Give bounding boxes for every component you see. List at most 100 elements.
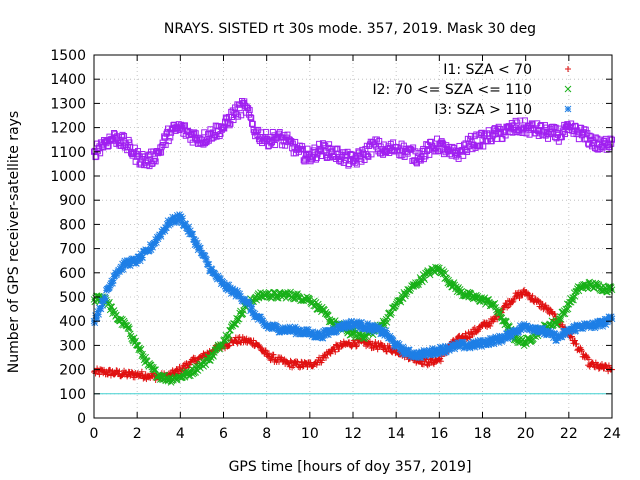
x-tick-label: 4 xyxy=(176,426,185,442)
sample-point xyxy=(607,313,615,321)
sample-point xyxy=(226,342,233,349)
legend: I1: SZA < 70 I2: 70 <= SZA <= 110 I3: SZA … xyxy=(372,62,572,118)
sample-point xyxy=(96,371,103,378)
sample-point xyxy=(250,337,257,344)
y-tick-label: 1200 xyxy=(50,121,86,137)
y-tick-label: 0 xyxy=(77,411,86,427)
sample-point xyxy=(262,348,269,355)
y-tick-label: 1300 xyxy=(50,96,86,112)
chart-title: NRAYS. SISTED rt 30s mode. 357, 2019. Ma… xyxy=(164,21,536,37)
legend-marker xyxy=(565,66,571,72)
sample-point xyxy=(102,295,109,303)
legend-marker xyxy=(564,105,572,113)
y-tick-label: 1400 xyxy=(50,72,86,88)
legend-label: I1: SZA < 70 xyxy=(443,62,532,78)
sample-point xyxy=(323,354,330,361)
sample-point xyxy=(95,310,102,318)
legend-label: I3: SZA > 110 xyxy=(434,102,532,118)
sample-point xyxy=(369,340,376,347)
sample-point xyxy=(265,350,272,357)
sample-point xyxy=(462,330,469,337)
sample-point xyxy=(509,299,516,306)
sample-point xyxy=(304,363,311,370)
sample-point xyxy=(583,353,590,360)
sample-point xyxy=(598,361,605,368)
x-tick-label: 6 xyxy=(219,426,228,442)
axis-ticks: 0 2 4 6 8 10 12 14 16 18 20 22 240100200300400500600… xyxy=(50,48,621,442)
sample-point xyxy=(327,350,334,357)
x-tick-label: 10 xyxy=(301,426,319,442)
y-tick-label: 400 xyxy=(59,314,86,330)
y-tick-label: 100 xyxy=(59,387,86,403)
y-tick-label: 800 xyxy=(59,217,86,233)
y-tick-label: 700 xyxy=(59,242,86,258)
sample-point xyxy=(108,303,116,311)
sample-point xyxy=(572,337,578,344)
series-square xyxy=(91,97,615,170)
sample-point xyxy=(262,347,269,354)
x-tick-label: 24 xyxy=(603,426,621,442)
sample-point xyxy=(605,362,612,369)
sample-point xyxy=(139,254,146,261)
sample-point xyxy=(332,348,339,355)
sample-point xyxy=(358,318,365,326)
sample-point xyxy=(551,311,558,318)
sample-point xyxy=(176,363,183,370)
x-tick-label: 20 xyxy=(517,426,535,442)
x-tick-label: 18 xyxy=(474,426,492,442)
sample-point xyxy=(269,128,276,135)
y-tick-label: 500 xyxy=(59,290,86,306)
y-tick-label: 1500 xyxy=(50,48,86,64)
x-tick-label: 16 xyxy=(430,426,448,442)
sample-point xyxy=(353,343,360,350)
sample-point xyxy=(296,364,303,371)
sample-point xyxy=(466,333,473,340)
y-tick-label: 200 xyxy=(59,363,86,379)
sample-point xyxy=(511,295,518,302)
sample-point xyxy=(319,357,326,364)
sample-point xyxy=(437,358,444,365)
sample-point xyxy=(424,362,431,369)
sample-point xyxy=(516,295,523,302)
x-tick-label: 0 xyxy=(90,426,99,442)
sample-point xyxy=(138,368,145,375)
x-tick-label: 2 xyxy=(133,426,142,442)
sample-point xyxy=(248,303,256,311)
sample-point xyxy=(269,355,276,362)
y-tick-label: 1000 xyxy=(50,169,86,185)
x-tick-label: 22 xyxy=(560,426,578,442)
sample-point xyxy=(290,362,297,369)
sample-point xyxy=(467,334,474,341)
x-tick-label: 8 xyxy=(262,426,271,442)
data-points xyxy=(90,97,616,386)
sample-point xyxy=(104,371,111,378)
legend-marker xyxy=(564,85,572,93)
sample-point xyxy=(256,343,263,350)
sample-point xyxy=(316,354,323,361)
sample-point xyxy=(113,311,120,319)
x-tick-label: 14 xyxy=(387,426,405,442)
sample-point xyxy=(487,322,494,329)
sample-point xyxy=(526,292,533,299)
sample-point xyxy=(372,338,379,345)
sample-point xyxy=(578,348,585,355)
sample-point xyxy=(326,349,333,356)
sample-point xyxy=(573,340,580,347)
sample-point xyxy=(109,310,116,318)
x-tick-label: 12 xyxy=(344,426,362,442)
sample-point xyxy=(116,368,123,375)
sample-point xyxy=(585,356,592,363)
y-tick-label: 900 xyxy=(59,193,86,209)
sample-point xyxy=(111,371,118,378)
y-tick-label: 1100 xyxy=(50,145,86,161)
sample-point xyxy=(353,342,360,349)
sample-point xyxy=(559,321,566,328)
sample-point xyxy=(542,302,549,309)
y-tick-label: 300 xyxy=(59,338,86,354)
sample-point xyxy=(179,215,186,222)
y-axis-label: Number of GPS receiver-satellite rays xyxy=(6,111,22,373)
x-axis-label: GPS time [hours of doy 357, 2019] xyxy=(229,459,472,475)
sample-point xyxy=(270,351,277,358)
legend-label: I2: 70 <= SZA <= 110 xyxy=(372,82,532,98)
